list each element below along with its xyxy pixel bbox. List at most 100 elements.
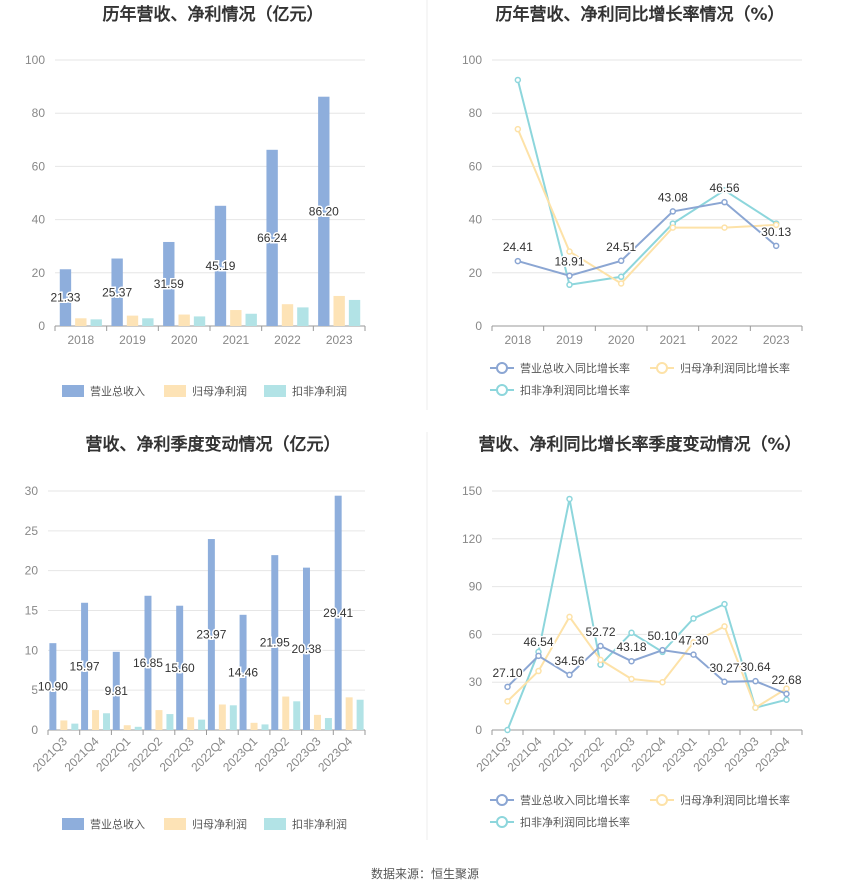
y-tick-label: 25: [25, 524, 39, 538]
quarterly-revenue-profit-chart: 营收、净利季度变动情况（亿元）0510152025302021Q32021Q42…: [25, 434, 366, 831]
bar-deducted-profit: [297, 307, 309, 326]
bar-deducted-profit: [134, 726, 142, 730]
legend-label: 扣非净利润: [292, 817, 347, 831]
line-data-label: 43.08: [658, 190, 688, 204]
x-tick-label: 2020: [171, 333, 198, 347]
legend-label: 营业总收入同比增长率: [520, 361, 630, 375]
bar-data-label: 9.81: [105, 684, 129, 698]
bar-revenue: [144, 595, 152, 730]
legend-swatch: [164, 385, 186, 397]
bar-deducted-profit: [142, 318, 154, 326]
line-net-profit-growth: [516, 128, 777, 285]
bar-data-label: 15.97: [70, 659, 100, 673]
x-tick-label: 2023Q4: [315, 734, 355, 774]
legend-label: 扣非净利润同比增长率: [520, 383, 630, 397]
bar-data-label: 20.38: [291, 642, 321, 656]
line-point: [566, 281, 573, 289]
legend-marker: [656, 794, 668, 806]
line-point: [628, 657, 635, 665]
bar-data-label: 21.33: [50, 291, 80, 305]
line-point: [721, 198, 728, 206]
bar-revenue: [59, 269, 72, 326]
bar-data-label: 45.19: [205, 259, 235, 273]
line-data-label: 22.68: [771, 673, 801, 687]
y-tick-label: 40: [32, 213, 46, 227]
line-point: [514, 257, 522, 265]
bar-data-label: 10.90: [38, 680, 68, 694]
y-tick-label: 0: [31, 723, 38, 737]
legend-swatch: [264, 385, 286, 397]
y-tick-label: 20: [25, 564, 39, 578]
line-data-label: 46.56: [709, 181, 739, 195]
bar-data-label: 86.20: [309, 204, 339, 218]
x-tick-label: 2022: [711, 333, 738, 347]
chart-title: 历年营收、净利同比增长率情况（%）: [495, 4, 784, 25]
line-point: [669, 224, 677, 231]
line-data-label: 27.10: [492, 666, 522, 680]
bar-net-profit: [282, 696, 290, 730]
legend-swatch: [62, 385, 84, 397]
legend-marker: [496, 816, 508, 828]
y-tick-label: 15: [25, 604, 39, 618]
line-point: [772, 221, 780, 229]
bar-revenue: [266, 149, 278, 326]
bar-data-label: 23.97: [196, 628, 226, 642]
line-point: [721, 187, 728, 194]
line-point: [669, 208, 677, 215]
legend-label: 营业总收入: [90, 817, 145, 831]
chart-title: 营收、净利同比增长率季度变动情况（%）: [478, 434, 801, 455]
bar-revenue: [163, 241, 175, 326]
line-data-label: 50.10: [647, 629, 677, 643]
line-point: [535, 667, 542, 675]
bar-deducted-profit: [198, 719, 206, 730]
line-point: [504, 726, 511, 734]
y-tick-label: 150: [462, 484, 482, 498]
bar-revenue: [334, 495, 342, 730]
legend-label: 扣非净利润: [292, 384, 347, 398]
bar-deducted-profit: [103, 713, 111, 730]
line-point: [597, 656, 604, 664]
y-tick-label: 60: [32, 159, 46, 173]
line-point: [566, 613, 573, 621]
line-point: [514, 76, 522, 84]
bar-net-profit: [75, 318, 87, 326]
line-data-label: 30.13: [761, 225, 791, 239]
legend-label: 归母净利润同比增长率: [680, 793, 790, 807]
bar-deducted-profit: [356, 699, 364, 730]
y-tick-label: 80: [469, 106, 483, 120]
y-tick-label: 20: [469, 266, 483, 280]
line-net-profit-growth: [506, 615, 788, 710]
bar-net-profit: [230, 310, 242, 326]
bar-revenue: [318, 96, 330, 326]
bar-net-profit: [313, 714, 321, 730]
legend-marker: [496, 794, 508, 806]
line-data-label: 30.64: [740, 660, 770, 674]
line-revenue-growth: [506, 644, 787, 695]
y-tick-label: 0: [475, 723, 482, 737]
bar-deducted-profit: [324, 718, 332, 730]
y-tick-label: 0: [38, 319, 45, 333]
bar-net-profit: [123, 725, 131, 730]
bar-net-profit: [333, 295, 345, 326]
legend-marker: [656, 362, 668, 374]
line-data-label: 24.51: [606, 240, 636, 254]
line-point: [752, 704, 759, 711]
line-point: [721, 224, 728, 231]
line-data-label: 43.18: [616, 640, 646, 654]
line-point: [504, 683, 511, 691]
bar-net-profit: [187, 717, 195, 730]
legend-label: 归母净利润: [192, 384, 247, 398]
line-deducted-profit-growth: [516, 79, 777, 286]
bar-deducted-profit: [166, 714, 174, 730]
bar-revenue: [239, 614, 247, 730]
line-point: [690, 639, 697, 646]
bar-deducted-profit: [90, 319, 102, 326]
bar-net-profit: [178, 314, 190, 326]
y-tick-label: 80: [32, 106, 46, 120]
bar-deducted-profit: [229, 705, 237, 730]
bar-net-profit: [155, 710, 163, 730]
bar-net-profit: [60, 720, 68, 730]
y-tick-label: 60: [469, 627, 483, 641]
data-source-note: 数据来源：恒生聚源: [371, 866, 479, 881]
x-tick-label: 2023: [763, 333, 790, 347]
